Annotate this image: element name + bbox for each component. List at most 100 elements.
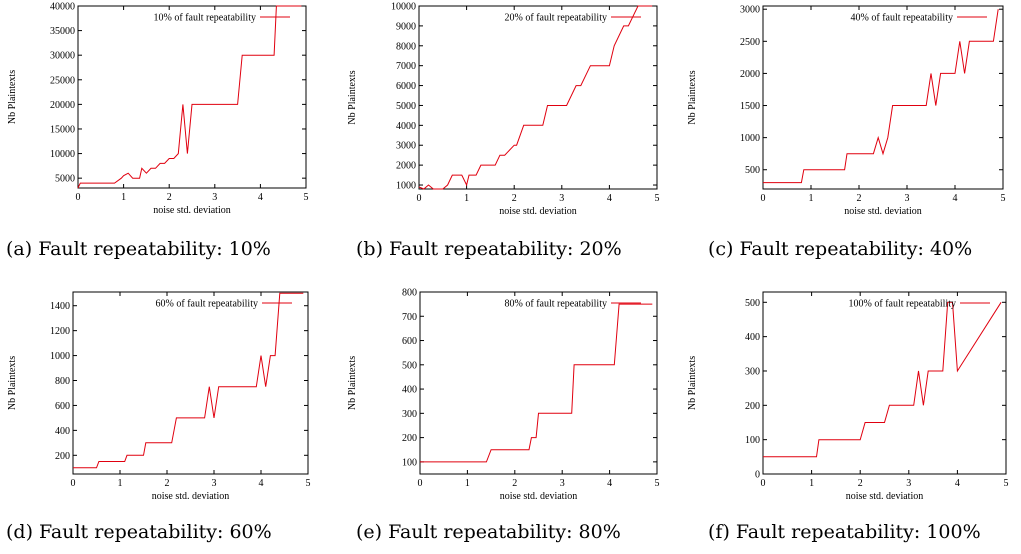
x-tick-label: 2 (857, 193, 862, 204)
y-tick-label: 100 (745, 435, 760, 446)
y-tick-label: 700 (402, 312, 417, 323)
x-tick-label: 2 (167, 192, 172, 203)
x-tick-label: 2 (858, 478, 863, 489)
chart-d: 0 1 2 3 4 5 200 400 600 800 1000 1200 1400 noise std.… (7, 291, 311, 502)
caption-f: (f) Fault repeatability: 100% (708, 521, 981, 543)
legend-label: 60% of fault repeatability (156, 299, 258, 310)
x-tick-label: 0 (71, 478, 76, 489)
y-tick-label: 7000 (396, 61, 416, 72)
panel-d: 0 1 2 3 4 5 200 400 600 800 1000 1200 1400 noise std.… (0, 280, 340, 554)
y-tick-label: 200 (745, 401, 760, 412)
caption-a: (a) Fault repeatability: 10% (6, 238, 271, 260)
y-tick-label: 40000 (50, 2, 75, 13)
y-tick-label: 15000 (50, 124, 75, 135)
y-tick-label: 1400 (50, 301, 70, 312)
y-tick-label: 1000 (50, 351, 70, 362)
y-tick-label: 1000 (740, 133, 760, 144)
y-tick-label: 100 (402, 457, 417, 468)
plot-frame (762, 291, 1007, 475)
y-tick-label: 200 (55, 451, 70, 462)
x-tick-label: 4 (607, 193, 612, 204)
chart-f: 0 1 2 3 4 5 0 100 200 300 400 500 noise std. deviati… (687, 291, 1009, 502)
x-tick-label: 2 (165, 478, 170, 489)
y-tick-label: 500 (402, 360, 417, 371)
y-tick-label: 2000 (396, 161, 416, 172)
caption-e: (e) Fault repeatability: 80% (356, 521, 621, 543)
legend-label: 80% of fault repeatability (505, 299, 607, 310)
y-tick-label: 8000 (396, 41, 416, 52)
y-axis-label: Nb Plaintexts (347, 70, 358, 124)
x-axis-label: noise std. deviation (846, 491, 924, 502)
x-tick-label: 1 (809, 478, 814, 489)
y-tick-label: 1200 (50, 326, 70, 337)
x-tick-label: 5 (655, 193, 660, 204)
y-tick-label: 500 (745, 298, 760, 309)
y-tick-label: 500 (745, 165, 760, 176)
legend-label: 10% of fault repeatability (154, 13, 256, 24)
series-line (763, 9, 999, 184)
x-tick-label: 0 (76, 192, 81, 203)
y-tick-label: 20000 (50, 100, 75, 111)
x-tick-label: 3 (905, 193, 910, 204)
y-tick-label: 30000 (50, 51, 75, 62)
y-tick-label: 2000 (740, 69, 760, 80)
series-line (73, 292, 304, 469)
panel-c: 0 1 2 3 4 5 500 1000 1500 2000 2500 3000 noise std. … (680, 0, 1021, 270)
y-tick-label: 25000 (50, 75, 75, 86)
x-tick-label: 3 (906, 478, 911, 489)
chart-e: 0 1 2 3 4 5 100 200 300 400 500 600 700 800 noise std.… (347, 288, 660, 503)
y-tick-label: 5000 (55, 174, 75, 185)
x-tick-label: 3 (559, 193, 564, 204)
panel-b: 0 1 2 3 4 5 1000 2000 3000 4000 5000 6000 7000 8000 90… (340, 0, 680, 270)
caption-c: (c) Fault repeatability: 40% (708, 238, 973, 260)
caption-b: (b) Fault repeatability: 20% (356, 238, 622, 260)
y-tick-label: 0 (755, 470, 760, 481)
x-tick-label: 4 (953, 193, 958, 204)
x-axis-label: noise std. deviation (499, 206, 577, 217)
y-tick-label: 5000 (396, 101, 416, 112)
x-tick-label: 1 (118, 478, 123, 489)
y-tick-label: 3000 (740, 5, 760, 16)
series-line (763, 301, 1002, 458)
x-axis-label: noise std. deviation (152, 491, 230, 502)
y-tick-label: 6000 (396, 81, 416, 92)
legend-label: 20% of fault repeatability (505, 13, 607, 24)
x-tick-label: 3 (560, 478, 565, 489)
x-tick-label: 1 (465, 478, 470, 489)
x-tick-label: 3 (212, 478, 217, 489)
chart-b: 0 1 2 3 4 5 1000 2000 3000 4000 5000 6000 7000 8000 90… (347, 2, 660, 218)
y-tick-label: 3000 (396, 141, 416, 152)
x-tick-label: 1 (464, 193, 469, 204)
x-tick-label: 5 (655, 478, 660, 489)
plot-frame (418, 5, 658, 190)
chart-a: 0 1 2 3 4 5 5000 10000 15000 20000 25000 30000 35000… (7, 2, 309, 217)
panel-f: 0 1 2 3 4 5 0 100 200 300 400 500 noise std. deviati… (680, 280, 1021, 554)
y-tick-label: 1000 (396, 181, 416, 192)
plot-frame (419, 291, 658, 475)
y-tick-label: 10000 (50, 149, 75, 160)
x-tick-label: 5 (1004, 478, 1009, 489)
x-axis-label: noise std. deviation (500, 491, 578, 502)
series-line (420, 303, 653, 463)
y-tick-label: 600 (402, 336, 417, 347)
x-tick-label: 4 (259, 478, 264, 489)
chart-c: 0 1 2 3 4 5 500 1000 1500 2000 2500 3000 noise std. … (687, 5, 1006, 217)
y-tick-label: 4000 (396, 121, 416, 132)
x-tick-label: 5 (306, 478, 311, 489)
y-axis-label: Nb Plaintexts (687, 70, 698, 124)
x-tick-label: 4 (607, 478, 612, 489)
x-axis-label: noise std. deviation (844, 206, 922, 217)
y-axis-label: Nb Plaintexts (7, 70, 18, 124)
series-line (418, 5, 653, 190)
y-tick-label: 10000 (391, 2, 416, 13)
x-tick-label: 5 (304, 192, 309, 203)
x-tick-label: 4 (258, 192, 263, 203)
legend-label: 100% of fault repeatability (849, 299, 956, 310)
y-tick-label: 2500 (740, 37, 760, 48)
legend-label: 40% of fault repeatability (851, 13, 953, 24)
y-tick-label: 400 (55, 426, 70, 437)
y-axis-label: Nb Plaintexts (7, 356, 18, 410)
series-line (77, 5, 302, 189)
y-tick-label: 300 (402, 409, 417, 420)
